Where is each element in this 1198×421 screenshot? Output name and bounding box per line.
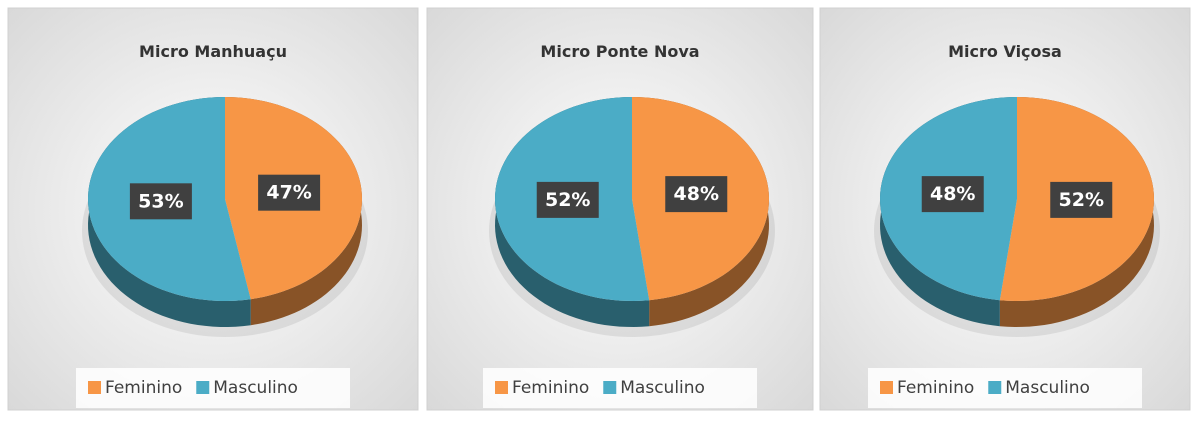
data-label: 52%	[545, 189, 590, 211]
chart-title: Micro Ponte Nova	[540, 42, 699, 61]
legend-label: Masculino	[620, 378, 705, 398]
label-box	[921, 176, 984, 213]
slice-side	[999, 97, 1154, 327]
chart-title: Micro Manhuaçu	[139, 42, 287, 61]
label-box	[665, 176, 728, 213]
legend-swatch	[603, 381, 617, 394]
label-box	[536, 181, 599, 218]
legend-box	[868, 368, 1142, 408]
data-label: 48%	[930, 183, 975, 205]
legend-label: Feminino	[105, 378, 182, 398]
legend-swatch	[196, 381, 210, 394]
data-label: 53%	[138, 190, 183, 212]
label-box	[258, 174, 321, 211]
pie-chart: Micro Manhuaçu 47% 53% Feminino Masculino	[7, 7, 419, 411]
legend-label: Masculino	[1005, 378, 1090, 398]
slice-side	[495, 97, 650, 327]
legend-label: Feminino	[512, 378, 589, 398]
chart-title: Micro Viçosa	[948, 42, 1062, 61]
pie-chart: Micro Ponte Nova 48% 52% Feminino Masculino	[426, 7, 814, 411]
legend-swatch	[88, 381, 101, 394]
legend-label: Feminino	[897, 378, 974, 398]
data-label: 52%	[1059, 189, 1104, 211]
legend-swatch	[880, 381, 893, 394]
data-label: 47%	[266, 182, 311, 204]
pie-chart: Micro Viçosa 52% 48% Feminino Masculino	[819, 7, 1191, 411]
label-box	[1050, 181, 1113, 218]
slice-side	[88, 97, 251, 327]
legend-label: Masculino	[213, 378, 298, 398]
data-label: 48%	[674, 183, 719, 205]
label-box	[129, 183, 192, 220]
legend-box	[76, 368, 350, 408]
legend-box	[483, 368, 757, 408]
legend-swatch	[988, 381, 1002, 394]
legend-swatch	[495, 381, 508, 394]
